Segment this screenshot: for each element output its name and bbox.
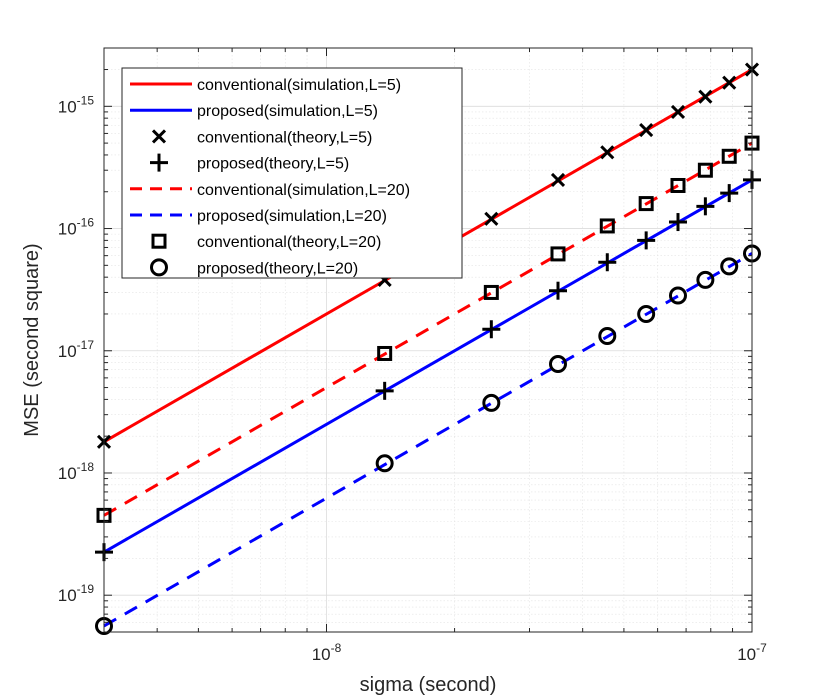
data-point [637,231,656,250]
tick-base: 10 [58,342,77,361]
data-point [697,162,713,178]
legend-entry: proposed(theory,L=20) [150,258,358,277]
series-line [103,141,753,517]
x-marker-stroke [151,129,167,144]
data-point [548,281,567,300]
x-tick-label: 10-7 [737,641,767,664]
legend-label: proposed(theory,L=20) [197,260,358,277]
data-point [482,320,501,339]
legend-entry: conventional(theory,L=5) [151,129,372,146]
data-point [598,327,617,346]
data-point [696,197,715,216]
x-marker-stroke [484,211,499,226]
y-tick-label: 10-18 [58,460,95,483]
data-point [668,213,687,232]
data-point [484,211,499,226]
legend-label: conventional(theory,L=20) [197,234,381,251]
legend-label: proposed(simulation,L=20) [197,208,387,225]
x-marker-stroke [670,104,686,119]
data-point [377,345,393,361]
data-point [696,270,715,289]
axes-box [103,47,753,633]
legend-label: proposed(simulation,L=5) [197,103,378,120]
tick-base: 10 [58,97,77,116]
data-point [483,284,499,300]
y-tick-label: 10-15 [58,93,95,116]
series-6 [103,252,753,628]
tick-exponent: -7 [756,641,767,655]
data-point [550,172,566,187]
legend-entry: conventional(theory,L=20) [151,233,381,251]
y-axis-label: MSE (second square) [21,243,43,436]
legend-box [121,67,463,279]
data-point [550,246,566,262]
x-axis-label: sigma (second) [360,674,497,696]
series-2 [103,178,753,554]
legend-entry: conventional(simulation,L=5) [130,77,401,94]
series-3 [96,62,760,449]
legend-marker [151,129,167,144]
data-point [670,104,686,119]
tick-base: 10 [737,645,756,664]
data-point [600,145,615,160]
y-tick-label: 10-17 [58,338,95,361]
tick-exponent: -8 [331,641,342,655]
legend-marker [150,258,168,277]
legend-label: conventional(theory,L=5) [197,129,372,146]
data-point [598,253,617,272]
data-point [375,381,394,400]
data-point [375,454,394,473]
data-point [482,393,501,412]
legend-entry: conventional(simulation,L=20) [130,182,410,199]
x-marker-stroke [698,89,713,104]
legend-entry: proposed(simulation,L=20) [130,208,387,225]
data-point [637,304,656,323]
legend-entry: proposed(theory,L=5) [150,153,349,173]
x-marker-stroke [722,75,737,90]
data-point [670,177,686,193]
x-marker-stroke [550,172,566,187]
legend-marker [151,233,167,249]
data-point [639,122,654,138]
tick-base: 10 [58,464,77,483]
data-point [698,89,713,104]
tick-exponent: -18 [77,460,95,474]
legend-label: proposed(theory,L=5) [197,156,349,173]
x-tick-label: 10-8 [312,641,342,664]
tick-exponent: -15 [77,93,95,107]
tick-exponent: -17 [77,338,95,352]
tick-base: 10 [312,645,331,664]
series-5 [103,141,753,517]
legend-label: conventional(simulation,L=5) [197,77,401,94]
data-point [722,75,737,90]
data-point [599,218,615,234]
tick-exponent: -19 [77,582,95,596]
legend-entry: proposed(simulation,L=5) [130,103,378,120]
data-point [720,184,739,203]
legend: conventional(simulation,L=5) proposed(sim… [121,67,463,279]
data-point [638,196,654,212]
tick-exponent: -16 [77,216,95,230]
legend-marker [150,153,168,172]
y-tick-label: 10-19 [58,582,95,605]
legend-label: conventional(simulation,L=20) [197,182,410,199]
data-point [721,148,737,164]
axes-frame [103,47,753,633]
tick-base: 10 [58,586,77,605]
y-tick-label: 10-16 [58,216,95,239]
series-4 [95,170,761,562]
data-point [548,354,567,373]
x-marker-stroke [639,122,654,138]
data-point [720,257,739,276]
x-marker-stroke [600,145,615,160]
series-line [103,252,753,628]
tick-base: 10 [58,220,77,239]
series-line [103,178,753,554]
data-point [668,286,687,305]
